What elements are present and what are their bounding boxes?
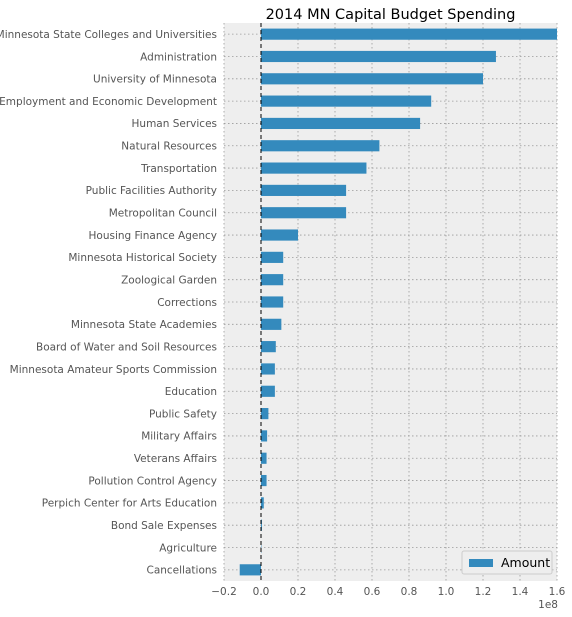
bar [261, 363, 275, 375]
y-tick-label: Perpich Center for Arts Education [42, 498, 217, 510]
x-tick-label: 1.6 [549, 586, 566, 598]
x-tick-label: −0.2 [211, 586, 237, 598]
x-tick-label: 0.2 [290, 586, 307, 598]
bar [261, 274, 284, 286]
bar [261, 497, 264, 509]
y-tick-label: Metropolitan Council [109, 208, 217, 220]
x-tick-label: 1.2 [475, 586, 492, 598]
bar [261, 385, 275, 397]
y-tick-label: Public Facilities Authority [86, 185, 217, 197]
bar [261, 341, 276, 353]
y-tick-label: Education [165, 386, 217, 398]
y-tick-label: Minnesota State Academies [71, 319, 217, 331]
y-tick-label: Administration [140, 51, 217, 63]
bar [261, 452, 267, 464]
legend-box [461, 550, 553, 575]
bar [261, 474, 267, 487]
bar [261, 184, 347, 196]
y-tick-label: Transportation [140, 163, 217, 175]
y-tick-label: Veterans Affairs [134, 453, 217, 465]
bars [239, 28, 557, 576]
y-tick-label: Cancellations [146, 565, 217, 577]
x-tick-label: 1.0 [438, 586, 455, 598]
y-tick-label: Human Services [132, 118, 217, 130]
x-tick-label: 0.8 [401, 586, 418, 598]
y-tick-labels: Minnesota State Colleges and Universitie… [0, 29, 217, 577]
chart-title: 2014 MN Capital Budget Spending [266, 7, 516, 23]
bar [261, 140, 380, 152]
y-tick-label: Corrections [157, 297, 217, 309]
x-tick-label: 0.0 [253, 586, 270, 598]
x-tick-label: 0.4 [327, 586, 344, 598]
x-tick-labels: −0.2 0.0 0.2 0.4 0.6 0.8 1.0 1.2 1.4 1.6 [211, 586, 565, 598]
x-tick-label: 0.6 [364, 586, 381, 598]
y-tick-label: Minnesota State Colleges and Universitie… [0, 29, 217, 41]
bar [261, 408, 269, 420]
bar [261, 73, 483, 85]
y-tick-label: University of Minnesota [93, 74, 217, 86]
bar [261, 207, 347, 219]
y-tick-label: Minnesota Amateur Sports Commission [10, 364, 217, 376]
y-tick-label: Agriculture [159, 542, 217, 554]
legend: Amount [461, 550, 553, 575]
y-tick-label: Employment and Economic Development [0, 96, 217, 108]
bar [261, 50, 496, 63]
y-tick-label: Military Affairs [141, 431, 217, 443]
bar [261, 251, 284, 263]
y-tick-label: Natural Resources [121, 141, 217, 153]
bar [261, 162, 367, 174]
bar [261, 296, 284, 308]
y-tick-label: Bond Sale Expenses [111, 520, 217, 532]
bar [261, 229, 298, 241]
bar [239, 564, 261, 576]
bar [261, 430, 268, 442]
y-tick-label: Public Safety [149, 408, 217, 420]
bar [261, 117, 421, 130]
x-tick-label: 1.4 [512, 586, 529, 598]
y-tick-label: Pollution Control Agency [88, 475, 217, 487]
y-tick-label: Zoological Garden [121, 274, 217, 286]
y-tick-label: Housing Finance Agency [89, 230, 217, 242]
legend-swatch [469, 559, 493, 567]
bar [261, 318, 282, 330]
bar [261, 519, 262, 531]
bar [261, 28, 557, 40]
legend-label: Amount [501, 555, 550, 570]
y-tick-label: Board of Water and Soil Resources [36, 341, 217, 353]
grid-lines [223, 23, 558, 581]
y-tick-label: Minnesota Historical Society [68, 252, 217, 264]
x-offset-label: 1e8 [538, 599, 558, 611]
bar [261, 95, 432, 107]
